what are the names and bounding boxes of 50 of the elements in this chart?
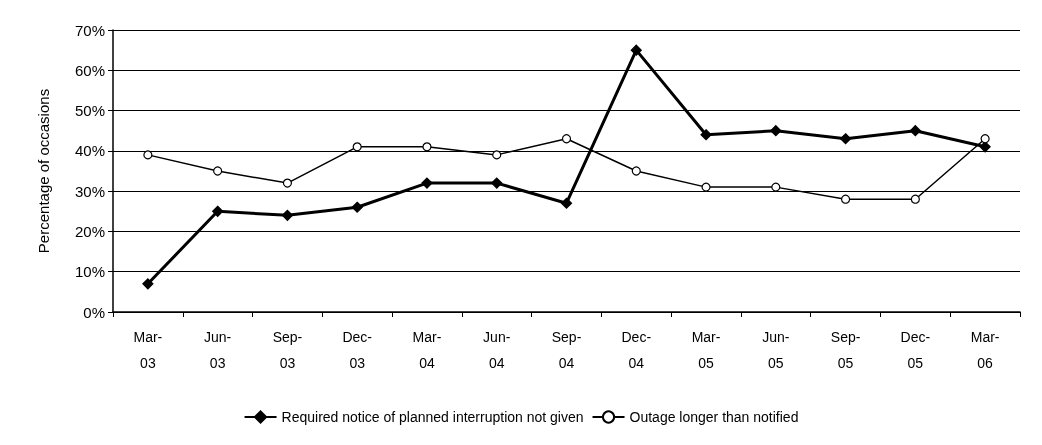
x-tick-label: Mar- 03 — [133, 329, 163, 371]
point — [701, 182, 711, 192]
point — [351, 201, 363, 213]
x-tick-label: Dec- 04 — [621, 329, 652, 371]
point — [631, 166, 641, 176]
point — [909, 125, 921, 137]
y-tick-label: 20% — [74, 222, 105, 240]
point — [421, 177, 433, 189]
x-tick-label: Dec- 03 — [342, 329, 373, 371]
point — [281, 209, 294, 221]
x-tick-label: Mar- 05 — [691, 329, 721, 371]
point — [143, 150, 153, 160]
x-tick-label: Mar- 06 — [970, 329, 1000, 371]
x-tick-label: Sep- 03 — [272, 329, 303, 371]
y-tick-label: 60% — [74, 61, 105, 79]
point — [560, 197, 573, 209]
y-tick-label: 0% — [83, 303, 105, 321]
x-tick-label: Jun- 05 — [762, 329, 790, 371]
y-tick-label: 30% — [74, 182, 105, 200]
y-tick-label: 40% — [74, 142, 105, 160]
point — [979, 141, 991, 153]
x-tick-label: Jun- 03 — [204, 329, 232, 371]
y-tick-label: 10% — [74, 263, 105, 281]
point — [352, 142, 362, 152]
point — [422, 142, 432, 152]
point — [980, 134, 990, 144]
legend-label: Outage longer than notified — [629, 409, 799, 425]
point — [910, 194, 920, 204]
legend-label: Required notice of planned interruption not given — [281, 409, 584, 425]
point — [770, 125, 782, 137]
y-tick-label: 50% — [74, 102, 105, 120]
point — [491, 177, 503, 189]
x-tick-label: Sep- 04 — [551, 329, 582, 371]
x-tick-label: Dec- 05 — [900, 329, 931, 371]
point — [839, 133, 852, 145]
x-tick-label: Sep- 05 — [830, 329, 861, 371]
point — [212, 205, 224, 217]
point — [282, 178, 293, 188]
x-tick-label: Mar- 04 — [412, 329, 442, 371]
y-tick-label: 70% — [74, 21, 105, 39]
point — [213, 166, 223, 176]
point — [492, 150, 502, 160]
point — [700, 129, 712, 141]
point — [630, 44, 642, 56]
point — [142, 278, 154, 290]
point — [771, 182, 781, 192]
point — [561, 134, 572, 144]
point — [840, 194, 851, 204]
y-axis-title: Percentage of occasions — [35, 88, 52, 254]
x-tick-label: Jun- 04 — [483, 329, 511, 371]
